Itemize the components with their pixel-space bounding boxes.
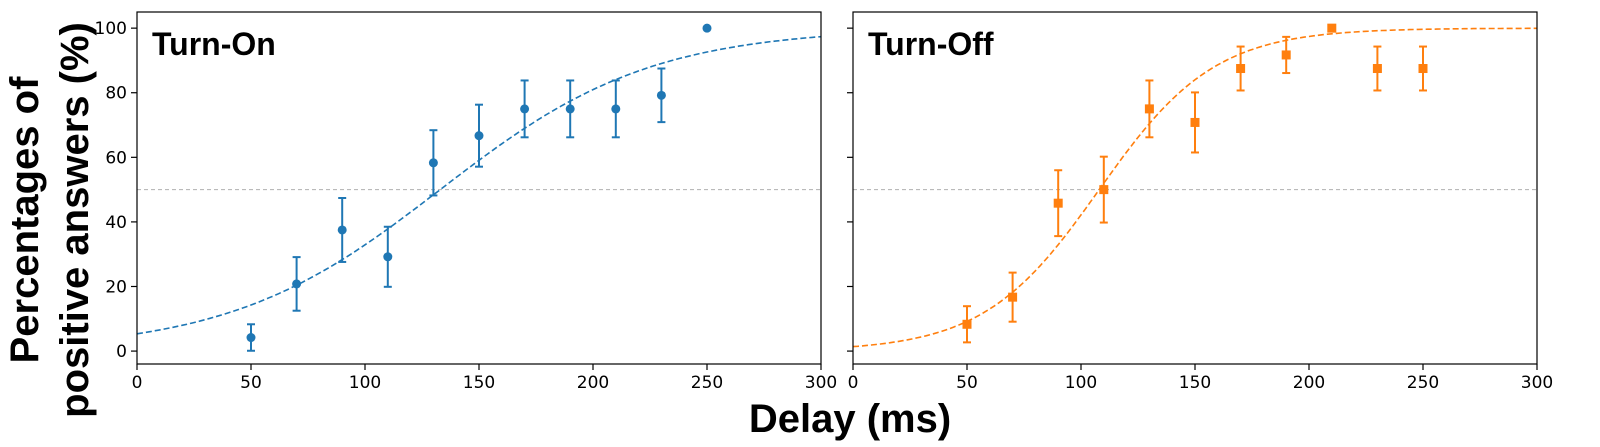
y-axis-label: Percentages of positive answers (%) bbox=[3, 22, 97, 418]
marker-circle bbox=[702, 23, 712, 33]
y-axis-label-line2: positive answers (%) bbox=[53, 22, 97, 418]
marker-circle bbox=[246, 333, 256, 343]
marker-square bbox=[1327, 23, 1337, 33]
fit-curve bbox=[136, 35, 822, 335]
data-point bbox=[565, 79, 575, 139]
x-tick-label: 100 bbox=[1065, 373, 1097, 393]
x-tick-label: 0 bbox=[848, 373, 859, 393]
marker-circle bbox=[428, 158, 438, 168]
data-point bbox=[1327, 23, 1337, 33]
marker-circle bbox=[565, 104, 575, 114]
marker-square bbox=[1418, 64, 1428, 74]
data-point bbox=[292, 256, 302, 312]
data-point bbox=[1190, 91, 1200, 154]
x-tick-label: 200 bbox=[577, 373, 609, 393]
y-tick-label: 60 bbox=[105, 148, 127, 168]
x-tick-label: 50 bbox=[240, 373, 262, 393]
data-point bbox=[1008, 271, 1018, 323]
marker-circle bbox=[383, 252, 393, 262]
marker-square bbox=[1053, 198, 1063, 208]
marker-circle bbox=[337, 225, 347, 235]
data-point bbox=[520, 79, 530, 139]
x-axis-label: Delay (ms) bbox=[749, 397, 951, 441]
y-axis-label-line1: Percentages of bbox=[3, 76, 47, 363]
x-tick-label: 100 bbox=[349, 373, 381, 393]
panel-title: Turn-On bbox=[152, 26, 276, 62]
data-point bbox=[1099, 155, 1109, 224]
data-point bbox=[1144, 79, 1154, 139]
marker-circle bbox=[656, 90, 666, 100]
panel-turn-off: 0 50 100 150 200 250 300 Turn-Off bbox=[847, 11, 1553, 393]
marker-square bbox=[1372, 64, 1382, 74]
y-tick-label: 40 bbox=[105, 213, 127, 233]
data-point bbox=[474, 103, 484, 168]
marker-square bbox=[1008, 292, 1018, 302]
x-tick-label: 200 bbox=[1293, 373, 1325, 393]
data-point bbox=[702, 23, 712, 33]
panel-turn-on: 0 50 100 150 200 250 300 0 20 40 60 80 100 Turn-On bbox=[95, 11, 837, 393]
data-point bbox=[962, 305, 972, 344]
marker-square bbox=[1144, 104, 1154, 114]
y-tick-label: 80 bbox=[105, 84, 127, 104]
axes-frame bbox=[852, 11, 1538, 365]
x-tick-label: 150 bbox=[463, 373, 495, 393]
x-tick-label: 0 bbox=[132, 373, 143, 393]
data-point bbox=[337, 197, 347, 263]
marker-square bbox=[1190, 117, 1200, 127]
marker-circle bbox=[474, 131, 484, 141]
marker-circle bbox=[292, 279, 302, 289]
x-tick-label: 300 bbox=[805, 373, 837, 393]
y-tick-label: 100 bbox=[95, 19, 127, 39]
marker-square bbox=[1099, 185, 1109, 195]
x-tick-label: 150 bbox=[1179, 373, 1211, 393]
y-tick-label: 20 bbox=[105, 277, 127, 297]
x-tick-label: 300 bbox=[1521, 373, 1553, 393]
y-tick-label: 0 bbox=[116, 342, 127, 362]
x-tick-label: 50 bbox=[956, 373, 978, 393]
data-point bbox=[428, 129, 438, 197]
data-point bbox=[1372, 45, 1382, 92]
marker-square bbox=[1281, 50, 1291, 60]
data-point bbox=[611, 79, 621, 139]
x-tick-label: 250 bbox=[1407, 373, 1439, 393]
marker-square bbox=[1236, 64, 1246, 74]
marker-circle bbox=[611, 104, 621, 114]
data-point bbox=[656, 67, 666, 124]
axes-frame bbox=[136, 11, 822, 365]
marker-square bbox=[962, 319, 972, 329]
panel-title: Turn-Off bbox=[868, 26, 994, 62]
data-point bbox=[1236, 45, 1246, 92]
data-point bbox=[383, 225, 393, 288]
x-tick-label: 250 bbox=[691, 373, 723, 393]
data-point bbox=[1053, 169, 1063, 238]
data-point bbox=[246, 323, 256, 352]
marker-circle bbox=[520, 104, 530, 114]
data-point bbox=[1418, 45, 1428, 92]
data-point bbox=[1281, 35, 1291, 75]
fit-curve bbox=[852, 27, 1537, 348]
